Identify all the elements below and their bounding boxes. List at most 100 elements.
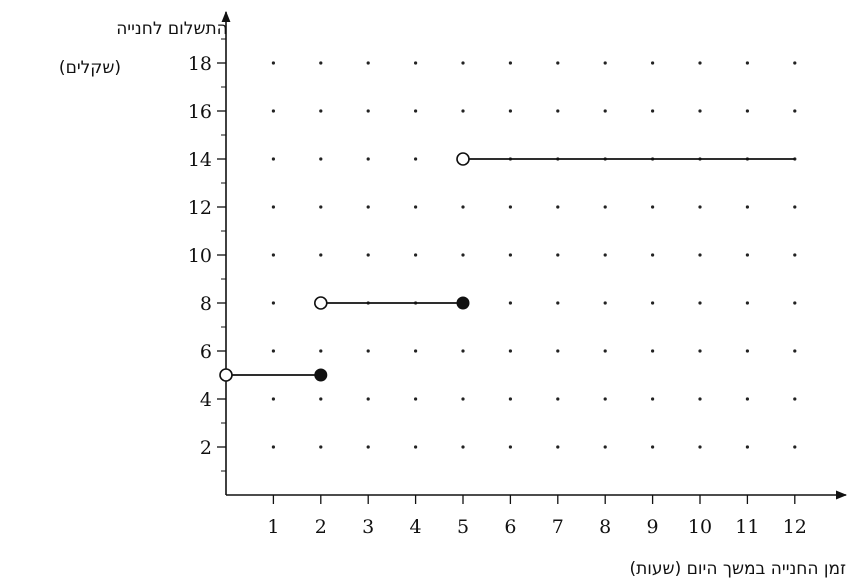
- grid-dot: [508, 349, 512, 353]
- grid-dot: [414, 349, 418, 353]
- grid-dot: [793, 349, 797, 353]
- grid-dot: [793, 61, 797, 65]
- grid-dot: [698, 301, 702, 305]
- grid-dot: [414, 445, 418, 449]
- grid-dot: [414, 205, 418, 209]
- x-tick-label: 8: [599, 516, 611, 538]
- grid-dot: [745, 109, 750, 113]
- grid-dot: [556, 205, 560, 209]
- grid-dot: [319, 109, 323, 113]
- x-tick-label: 9: [647, 516, 659, 538]
- grid-dot: [271, 445, 275, 449]
- y-ticks: 2 4 6 8 10 12 14 16 18: [188, 38, 226, 472]
- grid-dot: [556, 61, 560, 65]
- grid-dot: [651, 445, 655, 449]
- grid-dot: [271, 157, 275, 161]
- grid-dot: [366, 205, 370, 209]
- grid-dot: [698, 397, 702, 401]
- dot-grid: [271, 61, 797, 449]
- grid-dot: [366, 157, 370, 161]
- x-tick-label: 6: [504, 516, 516, 538]
- grid-dot: [603, 301, 607, 305]
- grid-dot: [651, 61, 655, 65]
- y-tick-label: 2: [200, 437, 212, 459]
- grid-dot: [366, 109, 370, 113]
- grid-dot: [698, 349, 702, 353]
- grid-dot: [461, 253, 465, 257]
- grid-dot: [651, 205, 655, 209]
- grid-dot: [556, 349, 560, 353]
- grid-dot: [271, 301, 275, 305]
- grid-dot: [556, 253, 560, 257]
- grid-dot: [319, 205, 323, 209]
- y-tick-label: 14: [188, 149, 212, 171]
- grid-dot: [461, 205, 465, 209]
- grid-dot: [271, 253, 275, 257]
- grid-dot: [603, 349, 607, 353]
- y-tick-label: 18: [188, 53, 212, 75]
- grid-dot: [651, 349, 655, 353]
- grid-dot: [698, 109, 702, 113]
- grid-dot: [319, 61, 323, 65]
- open-endpoint: [313, 296, 328, 310]
- x-tick-label: 3: [362, 516, 374, 538]
- x-tick-label: 10: [688, 516, 712, 538]
- grid-dot: [508, 445, 512, 449]
- y-axis-title-line-1: התשלום לחנייה: [116, 19, 228, 39]
- x-tick-label: 2: [315, 516, 327, 538]
- grid-dot: [793, 253, 797, 257]
- step-endpoints: [219, 152, 470, 382]
- y-axis-title-line-2: (שקלים): [59, 58, 121, 78]
- grid-dot: [603, 109, 607, 113]
- step-segments: [226, 158, 795, 376]
- grid-dot: [603, 61, 607, 65]
- grid-dot: [461, 349, 465, 353]
- grid-dot: [319, 397, 323, 401]
- grid-dot: [414, 61, 418, 65]
- grid-dot: [319, 349, 323, 353]
- grid-dot: [651, 301, 655, 305]
- grid-dot: [508, 61, 512, 65]
- grid-dot: [698, 205, 702, 209]
- closed-endpoint: [314, 368, 328, 382]
- y-tick-label: 8: [200, 293, 212, 315]
- grid-dot: [745, 61, 750, 65]
- grid-dot: [603, 445, 607, 449]
- grid-dot: [556, 445, 560, 449]
- grid-dot: [793, 445, 797, 449]
- x-tick-label: 1: [267, 516, 279, 538]
- grid-dot: [793, 301, 797, 305]
- grid-dot: [366, 61, 370, 65]
- grid-dot: [508, 397, 512, 401]
- x-tick-label: 7: [552, 516, 564, 538]
- grid-dot: [556, 301, 560, 305]
- grid-dot: [366, 445, 370, 449]
- grid-dot: [461, 445, 465, 449]
- grid-dot: [414, 253, 418, 257]
- grid-dot: [271, 205, 275, 209]
- grid-dot: [508, 253, 512, 257]
- grid-dot: [556, 397, 560, 401]
- x-tick-label: 12: [783, 516, 807, 538]
- grid-dot: [603, 253, 607, 257]
- grid-dot: [319, 253, 323, 257]
- grid-dot: [461, 61, 465, 65]
- grid-dot: [698, 253, 702, 257]
- grid-dot: [603, 205, 607, 209]
- grid-dot: [271, 61, 275, 65]
- grid-dot: [603, 397, 607, 401]
- y-tick-label: 10: [188, 245, 212, 267]
- grid-dot: [366, 253, 370, 257]
- grid-dot: [508, 301, 512, 305]
- grid-dot: [793, 205, 797, 209]
- y-tick-label: 16: [188, 101, 212, 123]
- grid-dot: [745, 253, 750, 257]
- grid-dot: [698, 61, 702, 65]
- y-tick-label: 12: [188, 197, 212, 219]
- grid-dot: [793, 397, 797, 401]
- grid-dot: [745, 301, 750, 305]
- open-endpoint: [219, 368, 233, 382]
- grid-dot: [271, 349, 275, 353]
- grid-dot: [319, 157, 323, 161]
- grid-dot: [366, 397, 370, 401]
